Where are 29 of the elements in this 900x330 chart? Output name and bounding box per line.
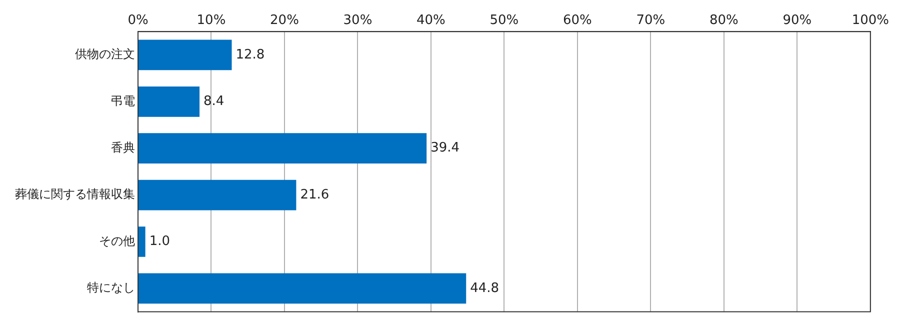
data-label: 21.6 [300,187,330,202]
x-tick-label: 60% [562,13,592,28]
bar [138,40,232,70]
bar [138,180,296,210]
bar [138,273,466,304]
y-tick-label: 葬儀に関する情報収集 [15,187,135,202]
bar [138,86,200,117]
x-tick-label: 100% [852,13,890,28]
data-label: 12.8 [236,47,265,62]
x-tick-label: 40% [416,13,446,28]
y-tick-label: 供物の注文 [75,47,135,62]
x-tick-label: 90% [782,13,812,28]
x-tick-label: 30% [343,13,372,28]
data-label: 39.4 [430,140,460,156]
x-tick-label: 80% [709,13,738,28]
y-tick-label: 特になし [87,280,135,295]
y-tick-label: 弔電 [111,94,135,108]
x-tick-label: 10% [196,13,226,28]
data-label: 8.4 [204,94,224,110]
bar [138,226,146,257]
x-tick-label: 70% [636,13,666,28]
y-tick-label: 香典 [111,140,135,154]
bar [138,133,427,164]
x-tick-label: 0% [128,13,148,28]
data-label: 1.0 [149,234,170,250]
x-tick-label: 50% [490,13,519,28]
x-tick-label: 20% [270,13,299,28]
y-tick-label: その他 [99,234,135,248]
data-label: 44.8 [470,280,500,296]
